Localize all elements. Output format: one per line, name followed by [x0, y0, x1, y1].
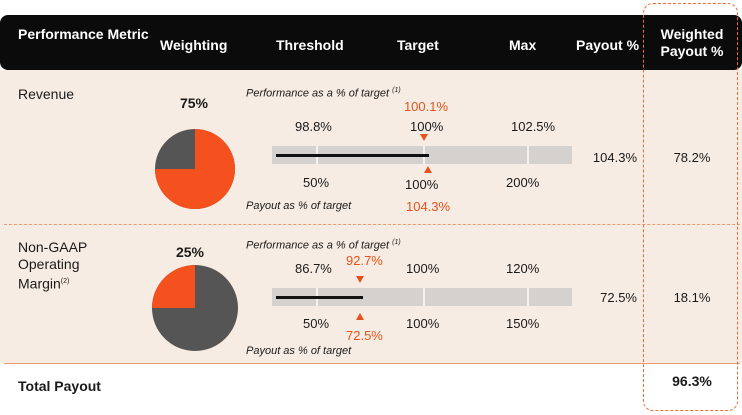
- perf-max-operating-margin: 120%: [506, 261, 540, 276]
- perf-marker-icon: [420, 134, 428, 141]
- payout-pct-revenue: 104.3%: [592, 150, 637, 165]
- payout-pct-operating-margin: 72.5%: [600, 290, 637, 305]
- header-threshold: Threshold: [276, 37, 344, 53]
- payout-bar-revenue: [272, 146, 572, 164]
- perf-marker-icon: [356, 276, 364, 283]
- weighted-payout-operating-margin: 18.1%: [673, 290, 711, 305]
- actual-payout-revenue: 104.3%: [406, 199, 451, 214]
- payout-max-operating-margin: 150%: [506, 316, 540, 331]
- bar-max-tick: [527, 288, 529, 306]
- pie-weight-slice: [155, 129, 235, 209]
- weighted-payout-revenue: 78.2%: [673, 150, 711, 165]
- total-label: Total Payout: [18, 378, 101, 394]
- weighting-pie-operating-margin: [152, 265, 238, 351]
- perf-max-revenue: 102.5%: [511, 119, 556, 134]
- perf-threshold-revenue: 98.8%: [295, 119, 332, 134]
- pie-weight-slice: [152, 265, 195, 308]
- actual-payout-operating-margin: 72.5%: [346, 328, 383, 343]
- header-target: Target: [397, 37, 439, 53]
- actual-perf-operating-margin: 92.7%: [346, 253, 383, 268]
- weighting-operating-margin: 25%: [175, 244, 205, 260]
- table-header: Performance Metric Weighting Threshold T…: [0, 15, 742, 70]
- total-divider: [4, 363, 740, 364]
- payout-label-operating-margin: Payout as % of target: [246, 345, 352, 357]
- payout-max-revenue: 200%: [506, 175, 540, 190]
- row-divider: [4, 224, 740, 225]
- payout-target-operating-margin: 100%: [406, 316, 440, 331]
- perf-target-operating-margin: 100%: [406, 261, 440, 276]
- bar-max-tick: [527, 146, 529, 164]
- actual-perf-revenue: 100.1%: [403, 99, 449, 114]
- total-value: 96.3%: [672, 373, 712, 389]
- perf-label-revenue: Performance as a % of target (1): [246, 87, 401, 100]
- perf-threshold-operating-margin: 86.7%: [295, 261, 332, 276]
- weighting-revenue: 75%: [179, 95, 209, 111]
- weighted-payout-highlight: [643, 3, 738, 411]
- table-body: [0, 70, 742, 363]
- header-metric: Performance Metric: [18, 26, 149, 42]
- weighting-pie-revenue: [155, 129, 235, 209]
- header-max: Max: [509, 37, 537, 53]
- payout-target-revenue: 100%: [405, 177, 439, 192]
- header-weighting: Weighting: [160, 37, 228, 53]
- payout-threshold-operating-margin: 50%: [303, 316, 330, 331]
- payout-marker-icon: [356, 313, 364, 320]
- perf-label-operating-margin: Performance as a % of target (1): [246, 239, 401, 252]
- bar-fill: [276, 154, 429, 157]
- perf-target-revenue: 100%: [410, 119, 444, 134]
- bar-target-tick: [423, 288, 425, 306]
- payout-marker-icon: [424, 166, 432, 173]
- payout-label-revenue: Payout as % of target: [246, 200, 352, 212]
- payout-bar-operating-margin: [272, 288, 572, 306]
- header-payout: Payout %: [576, 37, 640, 53]
- bar-fill: [276, 296, 363, 299]
- payout-threshold-revenue: 50%: [303, 175, 330, 190]
- header-weighted-payout: Weighted Payout %: [660, 26, 724, 59]
- metric-operating-margin: Non-GAAP Operating Margin(2): [18, 239, 87, 292]
- metric-revenue: Revenue: [18, 86, 75, 102]
